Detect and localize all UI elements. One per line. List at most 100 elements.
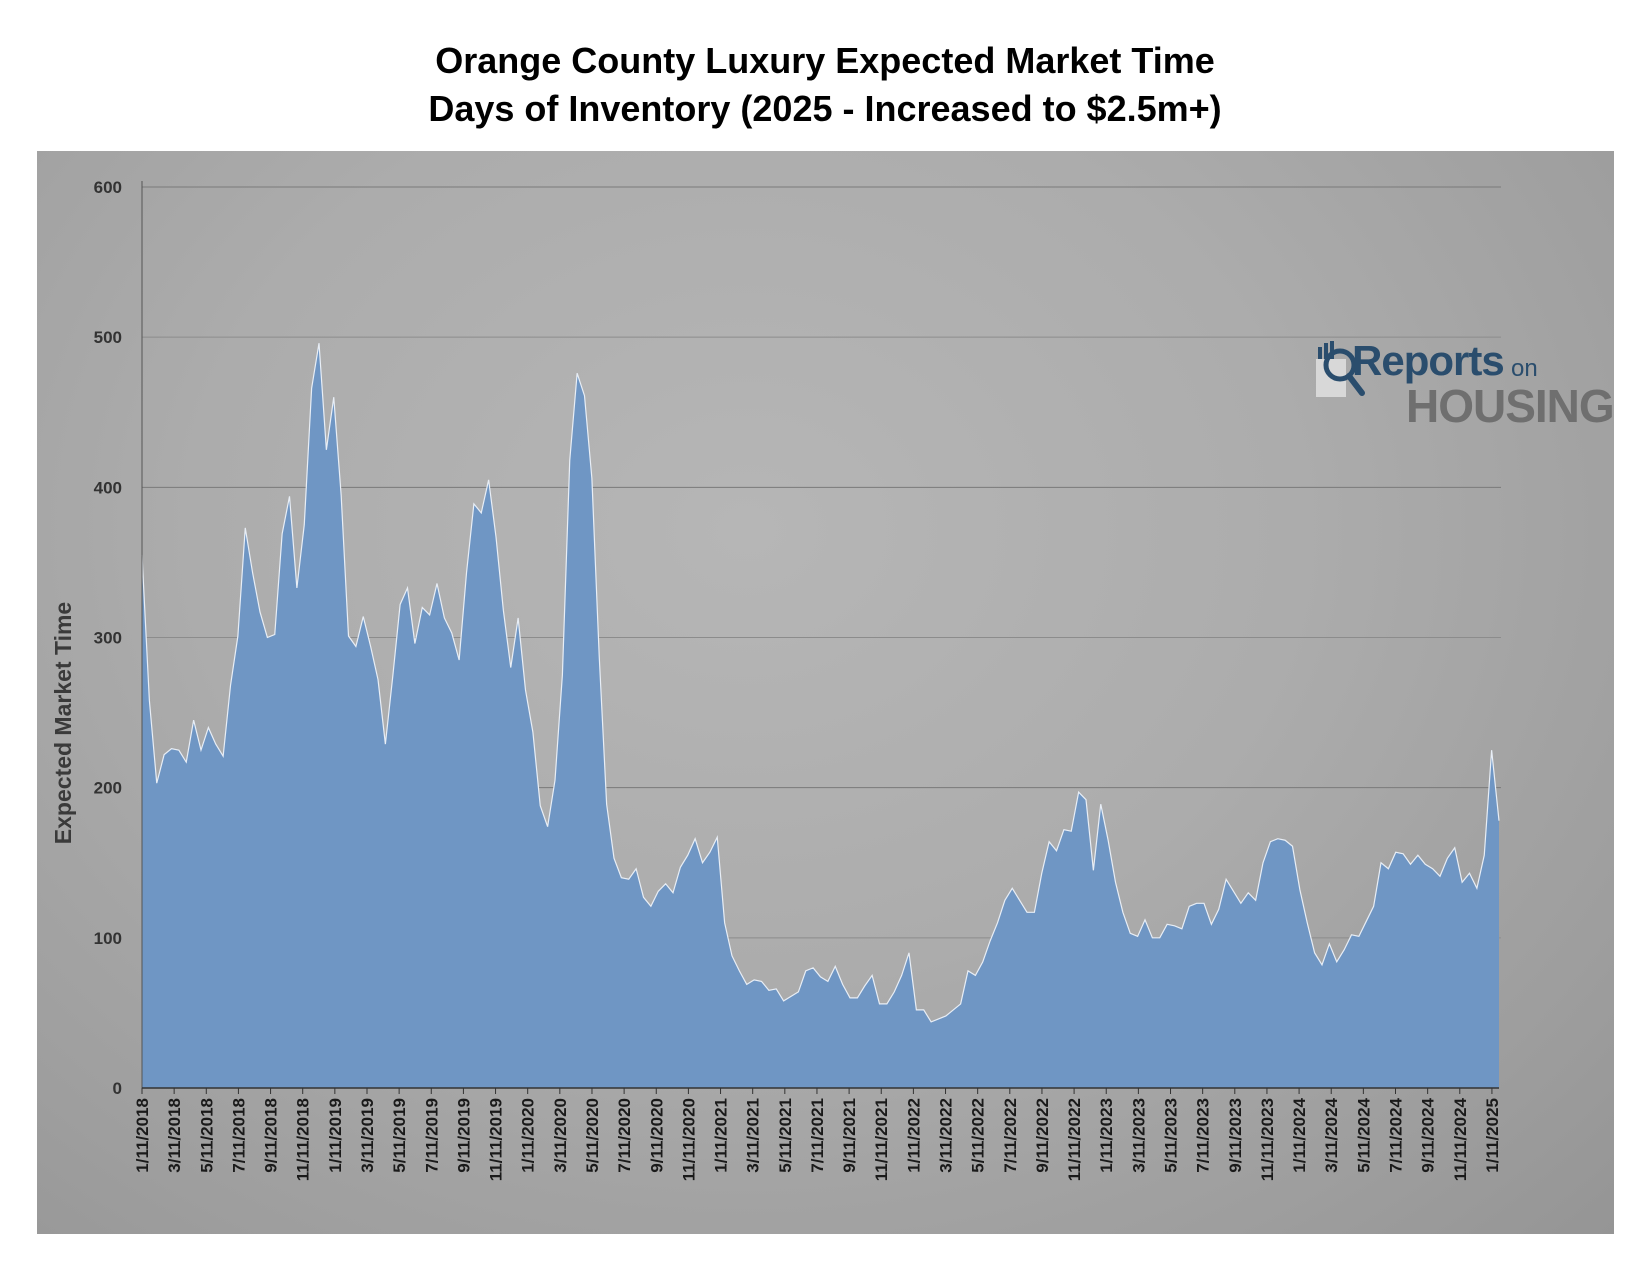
data-point <box>1196 902 1198 904</box>
data-point <box>200 749 202 751</box>
data-point <box>1483 854 1485 856</box>
data-point <box>303 524 305 526</box>
data-point <box>1218 908 1220 910</box>
data-point <box>384 743 386 745</box>
data-point <box>761 980 763 982</box>
data-point <box>797 991 799 993</box>
chart-title: Orange County Luxury Expected Market Tim… <box>435 40 1215 81</box>
data-point <box>1085 799 1087 801</box>
data-point <box>355 646 357 648</box>
data-point <box>1269 841 1271 843</box>
x-tick-label: 1/11/2024 <box>1290 1097 1309 1172</box>
logo-text-housing: HOUSING <box>1406 380 1615 432</box>
data-point <box>1033 911 1035 913</box>
x-tick-label: 3/11/2022 <box>937 1098 956 1173</box>
data-point <box>1004 899 1006 901</box>
data-point <box>886 1003 888 1005</box>
data-point <box>185 761 187 763</box>
x-tick-label: 3/11/2021 <box>744 1098 763 1173</box>
data-point <box>1358 935 1360 937</box>
data-point <box>1078 791 1080 793</box>
data-point <box>613 857 615 859</box>
data-point <box>982 961 984 963</box>
x-tick-label: 9/11/2023 <box>1226 1098 1245 1173</box>
data-point <box>436 582 438 584</box>
data-point <box>1070 830 1072 832</box>
x-tick-label: 7/11/2023 <box>1194 1098 1213 1173</box>
data-point <box>1166 923 1168 925</box>
data-point <box>340 494 342 496</box>
data-point <box>451 632 453 634</box>
data-point <box>318 342 320 344</box>
data-point <box>628 878 630 880</box>
x-tick-label: 9/11/2022 <box>1033 1098 1052 1173</box>
data-point <box>1225 878 1227 880</box>
x-tick-label: 9/11/2019 <box>454 1098 473 1173</box>
x-tick-label: 9/11/2018 <box>262 1098 281 1173</box>
data-point <box>281 533 283 535</box>
data-point <box>805 970 807 972</box>
data-point <box>1446 857 1448 859</box>
x-tick-label: 9/11/2024 <box>1419 1097 1438 1172</box>
data-point <box>1380 862 1382 864</box>
x-tick-label: 3/11/2019 <box>358 1098 377 1173</box>
y-tick-label: 100 <box>94 929 122 948</box>
data-point <box>842 983 844 985</box>
area-fill <box>142 343 1499 1088</box>
data-point <box>244 527 246 529</box>
data-point <box>547 826 549 828</box>
x-tick-label: 9/11/2021 <box>840 1098 859 1173</box>
x-tick-label: 3/11/2018 <box>165 1098 184 1173</box>
x-tick-label: 1/11/2025 <box>1483 1098 1502 1173</box>
data-point <box>1181 928 1183 930</box>
chart-subtitle: Days of Inventory (2025 - Increased to $… <box>428 88 1222 129</box>
data-point <box>665 883 667 885</box>
data-point <box>348 635 350 637</box>
data-point <box>252 572 254 574</box>
x-tick-label: 5/11/2022 <box>969 1098 988 1173</box>
data-point <box>1056 850 1058 852</box>
data-point <box>1284 839 1286 841</box>
data-point <box>517 617 519 619</box>
data-point <box>193 719 195 721</box>
data-point <box>1122 911 1124 913</box>
data-point <box>429 614 431 616</box>
data-point <box>923 1009 925 1011</box>
data-point <box>1092 869 1094 871</box>
data-point <box>702 862 704 864</box>
y-axis-label: Expected Market Time <box>50 602 76 844</box>
data-point <box>893 991 895 993</box>
data-point <box>952 1009 954 1011</box>
data-point <box>768 989 770 991</box>
data-point <box>311 387 313 389</box>
data-point <box>502 609 504 611</box>
data-point <box>864 985 866 987</box>
data-point <box>1026 911 1028 913</box>
x-tick-label: 11/11/2020 <box>679 1098 698 1181</box>
data-point <box>259 611 261 613</box>
data-point <box>820 976 822 978</box>
data-point <box>488 479 490 481</box>
data-point <box>407 587 409 589</box>
data-point <box>532 731 534 733</box>
y-tick-label: 500 <box>94 328 122 347</box>
x-tick-label: 5/11/2024 <box>1354 1097 1373 1172</box>
data-point <box>775 988 777 990</box>
x-tick-label: 7/11/2021 <box>808 1098 827 1173</box>
data-point <box>1424 863 1426 865</box>
data-point <box>392 676 394 678</box>
data-point <box>1498 820 1500 822</box>
x-tick-label: 3/11/2020 <box>551 1098 570 1173</box>
data-point <box>620 877 622 879</box>
data-point <box>1011 887 1013 889</box>
x-tick-label: 1/11/2023 <box>1097 1098 1116 1173</box>
data-point <box>738 970 740 972</box>
x-tick-labels: 1/11/2018 3/11/2018 5/11/2018 7/11/2018 9/11… <box>133 1097 1502 1181</box>
data-point <box>215 743 217 745</box>
x-tick-label: 7/11/2020 <box>615 1098 634 1173</box>
data-point <box>849 997 851 999</box>
data-point <box>480 512 482 514</box>
data-point <box>672 892 674 894</box>
data-point <box>827 980 829 982</box>
data-point <box>1410 863 1412 865</box>
